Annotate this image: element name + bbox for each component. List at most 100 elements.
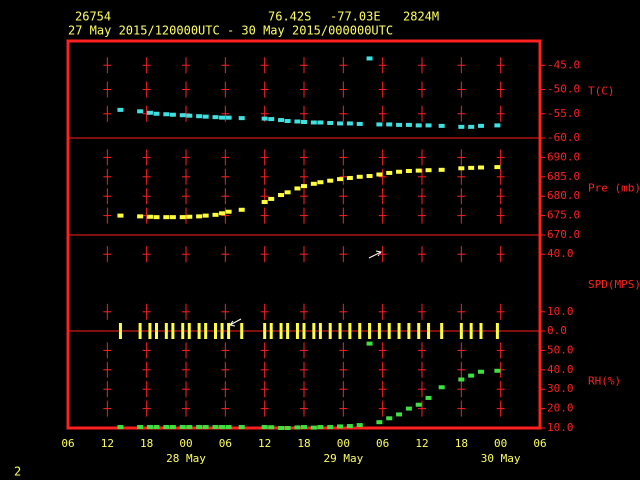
bar bbox=[328, 323, 332, 339]
y-tick-label: 670.0 bbox=[547, 228, 580, 241]
point bbox=[238, 116, 245, 121]
bar bbox=[348, 323, 352, 339]
point bbox=[327, 178, 334, 183]
x-date-label: 30 May bbox=[481, 452, 521, 465]
x-tick-label: 12 bbox=[101, 437, 114, 450]
point bbox=[376, 122, 383, 127]
point bbox=[478, 123, 484, 128]
point bbox=[163, 112, 170, 117]
y-tick-label: 680.0 bbox=[547, 189, 580, 202]
y-tick-label: -45.0 bbox=[547, 58, 580, 71]
point bbox=[356, 174, 363, 179]
y-tick-label: 0.0 bbox=[547, 324, 567, 337]
x-tick-label: 00 bbox=[337, 437, 350, 450]
x-tick-label: 06 bbox=[61, 437, 74, 450]
point bbox=[278, 426, 285, 430]
bar bbox=[358, 323, 362, 339]
point bbox=[169, 215, 176, 220]
point bbox=[386, 122, 393, 127]
point bbox=[356, 423, 363, 428]
bar bbox=[197, 323, 201, 339]
point bbox=[366, 174, 373, 179]
y-tick-label: -55.0 bbox=[547, 107, 580, 120]
y-tick-label: 50.0 bbox=[547, 343, 574, 356]
y-tick-label: 685.0 bbox=[547, 170, 580, 183]
point bbox=[317, 120, 324, 125]
y-tick-label: 675.0 bbox=[547, 209, 580, 222]
point bbox=[396, 412, 403, 417]
point bbox=[386, 170, 393, 175]
point bbox=[366, 56, 373, 61]
bar bbox=[240, 323, 244, 339]
bar bbox=[118, 323, 122, 339]
point bbox=[284, 119, 291, 124]
point bbox=[284, 426, 291, 430]
panel-title: Pre (mb) bbox=[588, 182, 640, 195]
point bbox=[396, 122, 403, 127]
point bbox=[137, 214, 144, 219]
point bbox=[146, 110, 153, 115]
bar bbox=[427, 323, 431, 339]
point bbox=[153, 111, 160, 116]
point bbox=[438, 167, 445, 172]
station: 26754 bbox=[75, 10, 111, 24]
point bbox=[337, 424, 344, 429]
point bbox=[163, 425, 170, 430]
x-tick-label: 00 bbox=[179, 437, 192, 450]
latitude: 76.42S bbox=[268, 10, 311, 24]
point bbox=[137, 425, 144, 430]
point bbox=[186, 425, 193, 430]
x-tick-label: 18 bbox=[297, 437, 310, 450]
x-date-label: 28 May bbox=[166, 452, 206, 465]
bar bbox=[171, 323, 175, 339]
bar bbox=[417, 323, 421, 339]
point bbox=[225, 115, 232, 120]
point bbox=[458, 124, 465, 129]
panel-title: RH(%) bbox=[588, 375, 621, 388]
y-tick-label: 690.0 bbox=[547, 150, 580, 163]
point bbox=[317, 180, 324, 185]
point bbox=[219, 211, 226, 216]
point bbox=[169, 425, 176, 430]
point bbox=[146, 425, 153, 430]
point bbox=[278, 118, 285, 123]
point bbox=[169, 112, 176, 117]
point bbox=[179, 425, 186, 430]
point bbox=[196, 114, 203, 119]
y-tick-label: -50.0 bbox=[547, 83, 580, 96]
point bbox=[425, 395, 432, 400]
bar bbox=[368, 323, 372, 339]
point bbox=[261, 116, 268, 121]
point bbox=[468, 373, 475, 378]
point bbox=[268, 117, 275, 122]
point bbox=[117, 107, 124, 112]
bar bbox=[227, 323, 231, 339]
point bbox=[301, 184, 307, 189]
bar bbox=[138, 323, 142, 339]
point bbox=[376, 172, 383, 177]
point bbox=[346, 424, 353, 429]
point bbox=[202, 114, 209, 119]
point bbox=[494, 165, 501, 170]
point bbox=[478, 369, 484, 374]
panel-title: T(C) bbox=[588, 85, 615, 98]
point bbox=[212, 115, 219, 120]
point bbox=[327, 120, 334, 125]
point bbox=[196, 425, 203, 430]
point bbox=[238, 425, 245, 430]
y-tick-label: 20.0 bbox=[547, 402, 574, 415]
point bbox=[478, 165, 484, 170]
point bbox=[386, 416, 393, 421]
bar bbox=[338, 323, 342, 339]
bar bbox=[495, 323, 499, 339]
point bbox=[494, 123, 501, 128]
y-tick-label: 10.0 bbox=[547, 305, 574, 318]
bar bbox=[187, 323, 191, 339]
x-tick-label: 18 bbox=[455, 437, 468, 450]
point bbox=[468, 124, 475, 129]
bar bbox=[459, 323, 463, 339]
point bbox=[212, 212, 219, 217]
y-tick-label: 30.0 bbox=[547, 382, 574, 395]
